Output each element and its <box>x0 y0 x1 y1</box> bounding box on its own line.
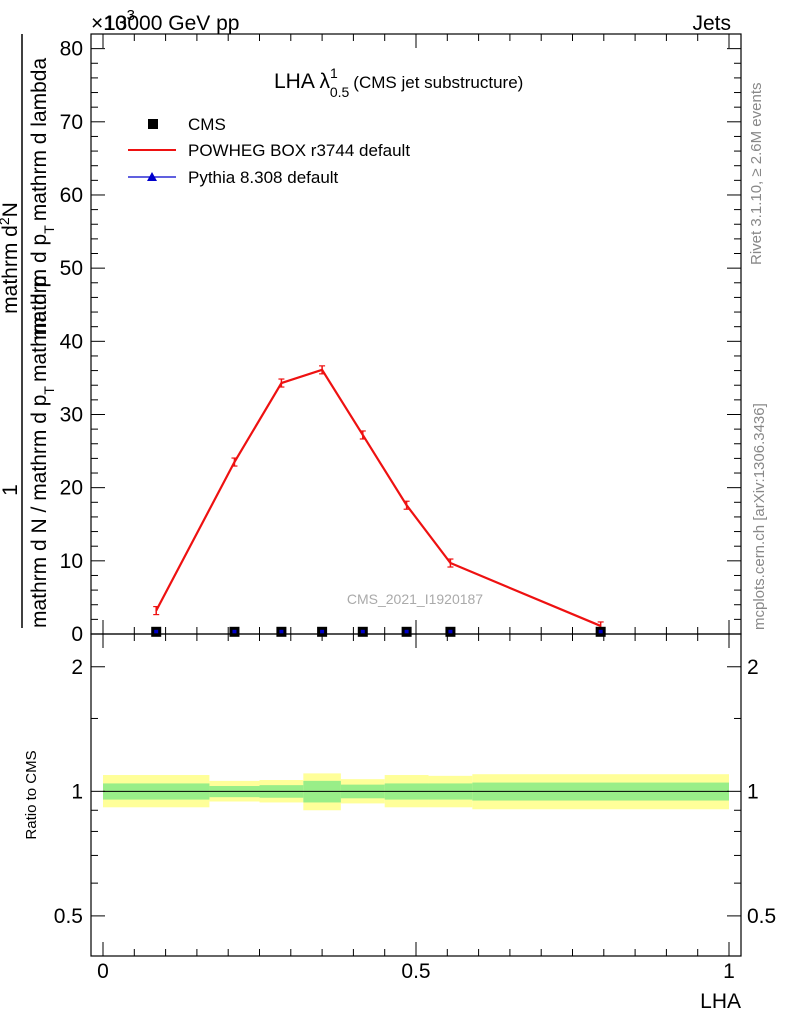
ratio-frame <box>90 633 742 957</box>
main-y-tick-label: 70 <box>60 111 83 134</box>
y-label-denominator-sub: T <box>41 386 57 395</box>
header-energy: 13000 GeV pp <box>104 12 239 35</box>
watermark: CMS_2021_I1920187 <box>347 591 483 607</box>
main-panel: 0 10 20 30 40 50 60 70 80 LHA λ1 0.5 (CMS jet subs… <box>60 33 742 646</box>
powheg-line <box>155 368 602 627</box>
main-series <box>151 365 606 637</box>
y-label-frac2-den-p: mathrm d p <box>28 234 51 340</box>
legend-cms-marker <box>148 119 158 129</box>
main-y-tick-label: 50 <box>60 257 83 280</box>
main-y-axis-label: 1 mathrm d N / mathrm d pTmathrm d p mat… <box>0 34 57 628</box>
y-label-frac2-num-tail: N <box>0 202 22 217</box>
main-y-tick-label: 20 <box>60 477 83 500</box>
pythia-point <box>279 629 284 634</box>
x-axis-label: LHA <box>700 990 741 1013</box>
plot-title-sub: 0.5 <box>330 84 350 100</box>
y-label-frac2-den-sub: T <box>41 225 57 234</box>
x-tick-label: 0.5 <box>401 960 430 983</box>
y-label-denominator: mathrm d N / mathrm d pTmathrm d p <box>28 276 57 628</box>
plot-title: LHA λ1 0.5 (CMS jet substructure) <box>274 65 523 100</box>
legend-powheg-label: POWHEG BOX r3744 default <box>188 141 410 160</box>
plot-title-sup: 1 <box>330 65 338 81</box>
ratio-y-tick-label-right: 1 <box>747 780 759 803</box>
mcplots-label: mcplots.cern.ch [arXiv:1306.3436] <box>751 403 768 630</box>
y-label-frac2-den-line: mathrm d pTmathrm d lambda <box>28 58 57 340</box>
y-label-numerator: 1 <box>0 484 22 496</box>
y-label-frac2-num-text: mathrm d <box>0 225 22 314</box>
ratio-x-ticks: 0 0.5 1 <box>97 634 735 983</box>
main-y-tick-label: 0 <box>71 623 83 646</box>
x-tick-label: 1 <box>723 960 735 983</box>
legend: CMS POWHEG BOX r3744 default Pythia 8.30… <box>128 115 410 187</box>
y-scale-base: ×10 <box>91 12 127 35</box>
legend-pythia-label: Pythia 8.308 default <box>188 168 339 187</box>
ratio-y-label: Ratio to CMS <box>23 750 40 839</box>
ratio-y-tick-label: 0.5 <box>54 905 83 928</box>
x-tick-label: 0 <box>97 960 109 983</box>
y-label-frac2-den: mathrm d p <box>28 276 51 382</box>
plot-subtitle: (CMS jet substructure) <box>353 73 523 92</box>
plot-title-text: LHA λ <box>274 70 331 93</box>
pythia-point <box>320 629 325 634</box>
pythia-point <box>404 629 409 634</box>
ratio-y-ticks: 0.5 0.5 1 1 2 2 <box>54 656 776 928</box>
y-label-denominator-text: mathrm d N / mathrm d p <box>28 395 51 628</box>
ratio-y-tick-label: 1 <box>71 780 83 803</box>
rivet-label: Rivet 3.1.10, ≥ 2.6M events <box>748 83 765 266</box>
main-y-ticks: 0 10 20 30 40 50 60 70 80 <box>60 38 741 646</box>
main-y-tick-label: 80 <box>60 38 83 61</box>
y-label-frac2-num-sup: 2 <box>0 217 12 225</box>
main-y-tick-label: 10 <box>60 550 83 573</box>
pythia-point <box>232 629 237 634</box>
pythia-point <box>154 629 159 634</box>
legend-pythia-marker <box>147 172 157 181</box>
pythia-point <box>598 629 603 634</box>
header-category: Jets <box>692 12 731 35</box>
main-y-tick-label: 40 <box>60 330 83 353</box>
ratio-panel: 0.5 0.51 12 2 0 0.5 1 Ratio to CMS LHA <box>23 633 776 1013</box>
y-scale-power: 3 <box>127 7 135 24</box>
y-label-frac2-num: mathrm d2N <box>0 202 22 314</box>
y-label-frac2-den-tail: mathrm d lambda <box>28 58 51 222</box>
ratio-y-tick-label-right: 2 <box>747 656 759 679</box>
legend-cms-label: CMS <box>188 115 226 134</box>
ratio-y-tick-label-right: 0.5 <box>747 905 776 928</box>
main-y-tick-label: 30 <box>60 403 83 426</box>
y-scale-exponent: ×103 <box>91 7 135 35</box>
ratio-y-tick-label: 2 <box>71 656 83 679</box>
main-y-tick-label: 60 <box>60 184 83 207</box>
pythia-point <box>448 629 453 634</box>
pythia-point <box>360 629 365 634</box>
